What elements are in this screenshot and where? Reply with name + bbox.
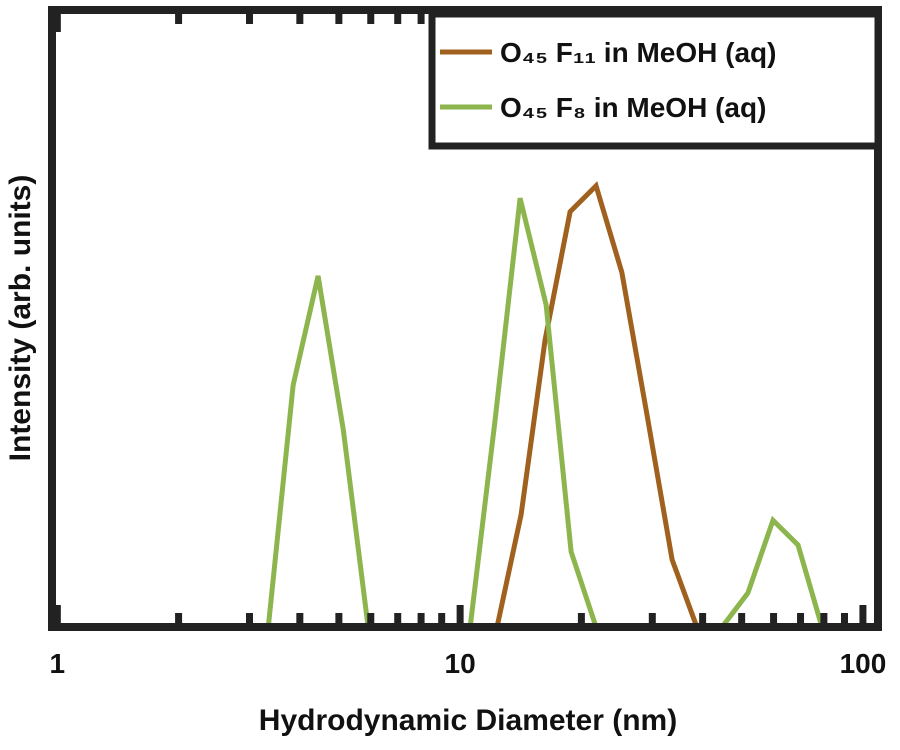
legend-label: O₄₅ F₁₁ in MeOH (aq) xyxy=(500,37,776,68)
legend-box xyxy=(428,10,882,150)
x-tick-label: 100 xyxy=(840,648,887,679)
legend-label: O₄₅ F₈ in MeOH (aq) xyxy=(500,92,766,123)
plot-frame xyxy=(48,6,882,631)
series-line xyxy=(265,197,825,630)
x-axis-label: Hydrodynamic Diameter (nm) xyxy=(259,704,677,737)
legend: O₄₅ F₁₁ in MeOH (aq) O₄₅ F₈ in MeOH (aq) xyxy=(428,10,882,150)
y-axis-label: Intensity (arb. units) xyxy=(4,175,37,462)
series-line xyxy=(494,181,700,628)
x-tick-label: 10 xyxy=(445,648,476,679)
x-tick-label: 1 xyxy=(50,648,66,679)
